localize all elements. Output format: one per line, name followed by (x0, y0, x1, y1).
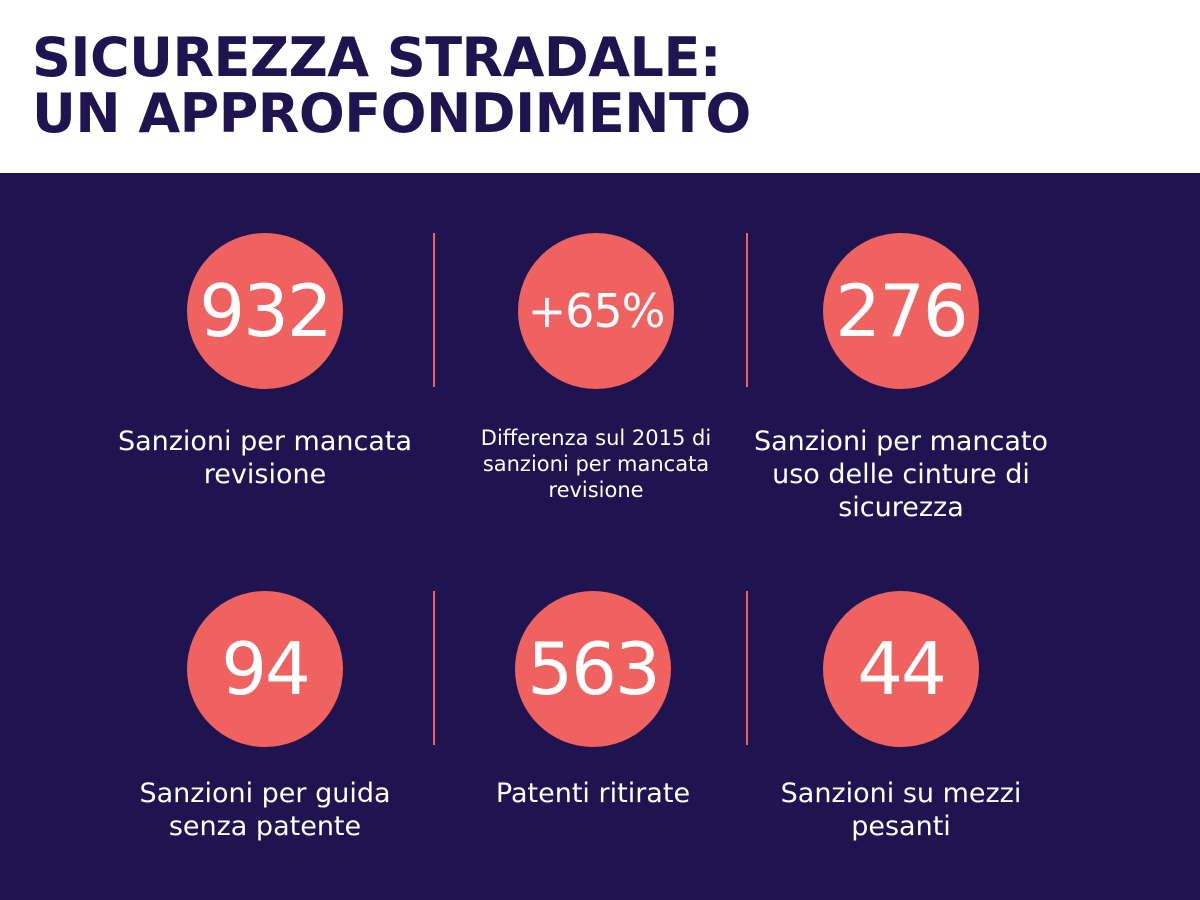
stat-label: Patenti ritirate (495, 778, 691, 809)
stat-circle: 563 (515, 591, 671, 747)
stats-panel: 932 Sanzioni per mancata revisione +65% … (0, 173, 1200, 900)
stat-card: +65% Differenza sul 2015 di sanzioni per… (446, 233, 746, 503)
stat-card: 94 Sanzioni per guida senza patente (115, 591, 415, 843)
stat-card: 276 Sanzioni per mancato uso delle cintu… (751, 233, 1051, 524)
column-divider (433, 591, 435, 745)
stat-circle: 276 (823, 233, 979, 389)
stat-value: 44 (857, 627, 947, 711)
page-title-line-1: SICUREZZA STRADALE: (32, 26, 721, 89)
column-divider (746, 591, 748, 745)
stat-card: 44 Sanzioni su mezzi pesanti (751, 591, 1051, 843)
stat-label: Sanzioni per guida senza patente (139, 778, 391, 842)
stat-value: 94 (221, 627, 311, 711)
stat-circle: 94 (187, 591, 343, 747)
column-divider (433, 233, 435, 387)
stat-circle: 932 (187, 233, 343, 389)
stat-value: 932 (199, 269, 332, 353)
stat-card: 932 Sanzioni per mancata revisione (115, 233, 415, 491)
stat-label: Sanzioni per mancato uso delle cinture d… (753, 426, 1049, 523)
stat-card: 563 Patenti ritirate (443, 591, 743, 810)
page-title-line-2: UN APPROFONDIMENTO (32, 82, 751, 145)
stat-label: Differenza sul 2015 di sanzioni per manc… (480, 426, 712, 502)
column-divider (746, 233, 748, 387)
stat-circle: 44 (823, 591, 979, 747)
page-title: SICUREZZA STRADALE: UN APPROFONDIMENTO (32, 30, 751, 142)
header: SICUREZZA STRADALE: UN APPROFONDIMENTO (0, 0, 1200, 173)
stat-value: 276 (835, 269, 968, 353)
stat-value: +65% (527, 284, 666, 338)
stat-label: Sanzioni su mezzi pesanti (780, 778, 1022, 842)
stat-value: 563 (527, 627, 660, 711)
stat-circle: +65% (518, 233, 674, 389)
stat-label: Sanzioni per mancata revisione (117, 426, 413, 490)
